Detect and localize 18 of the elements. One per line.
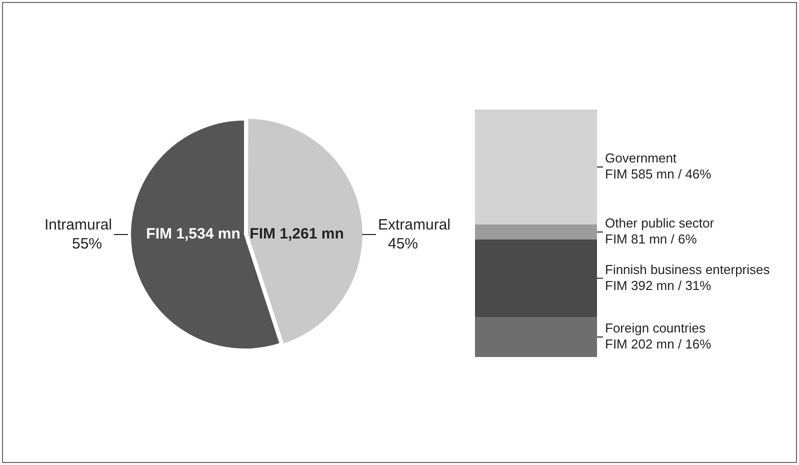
series-label: Foreign countries xyxy=(605,320,706,336)
data-label: FIM 202 mn / 16% xyxy=(605,336,712,352)
bar xyxy=(475,110,597,224)
slice-label: Intramural xyxy=(44,216,112,234)
data-label: 45% xyxy=(388,236,418,253)
data-label: FIM 585 mn / 46% xyxy=(605,166,712,182)
bar xyxy=(475,317,597,357)
series-label: Other public sector xyxy=(605,216,715,231)
text: FIM 1,534 mn xyxy=(146,226,240,243)
bar xyxy=(475,240,597,317)
data-label: FIM 392 mn / 31% xyxy=(605,278,712,293)
series-label: Finnish business enterprises xyxy=(605,262,770,277)
data-label: 55% xyxy=(72,236,102,253)
bar xyxy=(475,224,597,240)
data-label: FIM 81 mn / 6% xyxy=(605,232,698,247)
series-label: Government xyxy=(605,150,677,166)
text: FIM 1,261 mn xyxy=(250,226,344,243)
slice-label: Extramural xyxy=(378,216,451,234)
